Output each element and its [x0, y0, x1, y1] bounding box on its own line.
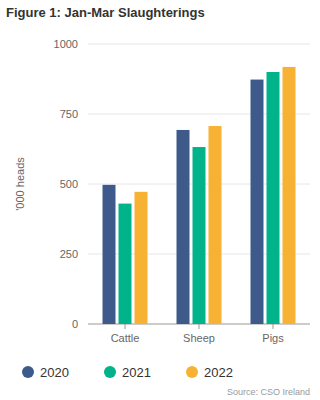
- bar: [267, 72, 280, 324]
- title: Figure 1: Jan-Mar Slaughterings: [6, 5, 205, 20]
- bar: [193, 147, 206, 324]
- source: Source: CSO Ireland: [227, 387, 310, 397]
- chart: Figure 1: Jan-Mar Slaughterings '000 head…: [0, 0, 320, 400]
- bar: [135, 192, 148, 324]
- legend-marker: [186, 366, 198, 378]
- legend-label: 2022: [204, 365, 233, 380]
- x-tick: [199, 324, 200, 329]
- bars: [103, 67, 296, 324]
- x-tick: [125, 324, 126, 329]
- legend-marker: [104, 366, 116, 378]
- y-tick-label: 250: [60, 248, 78, 260]
- legend-marker: [22, 366, 34, 378]
- legend-label: 2020: [40, 365, 69, 380]
- bar: [177, 130, 190, 324]
- y-tick-label: 500: [60, 178, 78, 190]
- y-axis-label: '000 heads: [14, 157, 26, 211]
- grid-line: [88, 44, 310, 45]
- bar: [209, 126, 222, 324]
- y-tick-label: 750: [60, 108, 78, 120]
- y-tick-label: 1000: [54, 38, 78, 50]
- bar: [103, 185, 116, 324]
- bar: [283, 67, 296, 324]
- x-tick-label: Cattle: [111, 332, 140, 344]
- x-tick-label: Pigs: [262, 332, 284, 344]
- legend-label: 2021: [122, 365, 151, 380]
- bar: [251, 80, 264, 324]
- x-tick: [273, 324, 274, 329]
- x-tick-label: Sheep: [183, 332, 215, 344]
- y-tick-label: 0: [72, 318, 78, 330]
- bar: [119, 204, 132, 324]
